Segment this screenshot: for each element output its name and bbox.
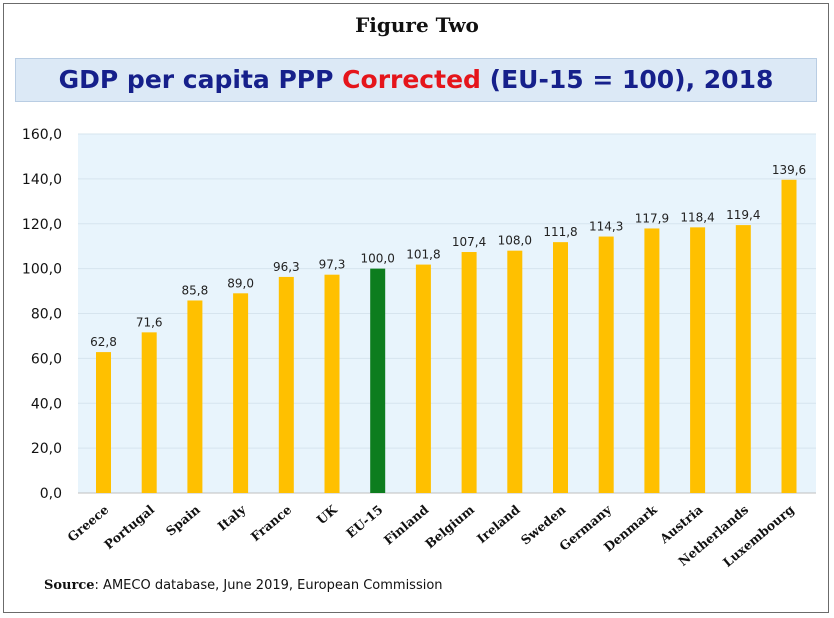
x-tick-label: UK bbox=[314, 501, 341, 527]
bar bbox=[598, 236, 614, 493]
bar bbox=[735, 225, 751, 493]
bar bbox=[324, 274, 340, 493]
data-label: 101,8 bbox=[406, 248, 440, 262]
data-label: 139,6 bbox=[772, 163, 806, 177]
bar bbox=[781, 179, 797, 493]
data-label: 89,0 bbox=[227, 276, 254, 290]
bar bbox=[644, 228, 660, 494]
title-highlight: Corrected bbox=[342, 65, 481, 94]
y-tick-label: 40,0 bbox=[31, 396, 62, 412]
data-label: 85,8 bbox=[182, 283, 209, 297]
data-label: 97,3 bbox=[319, 258, 346, 272]
data-label: 119,4 bbox=[726, 208, 760, 222]
title-part-2: (EU-15 = 100), 2018 bbox=[480, 65, 774, 94]
bar bbox=[96, 352, 111, 493]
source-label: Source bbox=[44, 578, 95, 593]
x-tick-label: Spain bbox=[163, 502, 203, 539]
data-label: 100,0 bbox=[361, 252, 395, 266]
title-part-1: GDP per capita PPP bbox=[58, 65, 343, 94]
data-label: 111,8 bbox=[543, 225, 577, 239]
source-note: Source: AMECO database, June 2019, Europ… bbox=[44, 578, 443, 593]
bar bbox=[415, 264, 431, 493]
source-text: : AMECO database, June 2019, European Co… bbox=[94, 578, 443, 593]
bar bbox=[187, 300, 203, 493]
x-tick-label: EU-15 bbox=[343, 502, 385, 541]
x-tick-label: Portugal bbox=[101, 502, 157, 553]
data-label: 108,0 bbox=[498, 234, 532, 248]
bar bbox=[370, 268, 386, 493]
x-tick-label: Italy bbox=[215, 501, 250, 533]
data-label: 96,3 bbox=[273, 260, 300, 274]
bar bbox=[690, 227, 706, 493]
chart-title: GDP per capita PPP Corrected (EU-15 = 10… bbox=[15, 58, 817, 102]
data-label: 118,4 bbox=[680, 210, 714, 224]
data-label: 117,9 bbox=[635, 211, 669, 225]
y-tick-label: 120,0 bbox=[22, 217, 62, 233]
figure-label: Figure Two bbox=[355, 13, 479, 37]
y-tick-label: 20,0 bbox=[31, 441, 62, 457]
x-tick-label: Belgium bbox=[422, 502, 477, 551]
bar bbox=[553, 242, 568, 493]
y-tick-label: 140,0 bbox=[22, 172, 62, 188]
bar bbox=[278, 276, 294, 493]
bar bbox=[233, 293, 249, 493]
y-tick-label: 60,0 bbox=[31, 351, 62, 367]
x-tick-label: France bbox=[248, 502, 294, 544]
data-label: 71,6 bbox=[136, 315, 163, 329]
y-tick-label: 100,0 bbox=[22, 262, 62, 278]
bar bbox=[141, 332, 157, 493]
data-label: 107,4 bbox=[452, 235, 486, 249]
y-tick-label: 0,0 bbox=[40, 486, 62, 502]
y-tick-label: 160,0 bbox=[22, 127, 62, 143]
bar bbox=[507, 250, 523, 493]
y-tick-label: 80,0 bbox=[31, 307, 62, 323]
x-tick-label: Ireland bbox=[474, 502, 523, 546]
data-label: 62,8 bbox=[90, 335, 117, 349]
data-label: 114,3 bbox=[589, 220, 623, 234]
bar bbox=[461, 252, 477, 493]
